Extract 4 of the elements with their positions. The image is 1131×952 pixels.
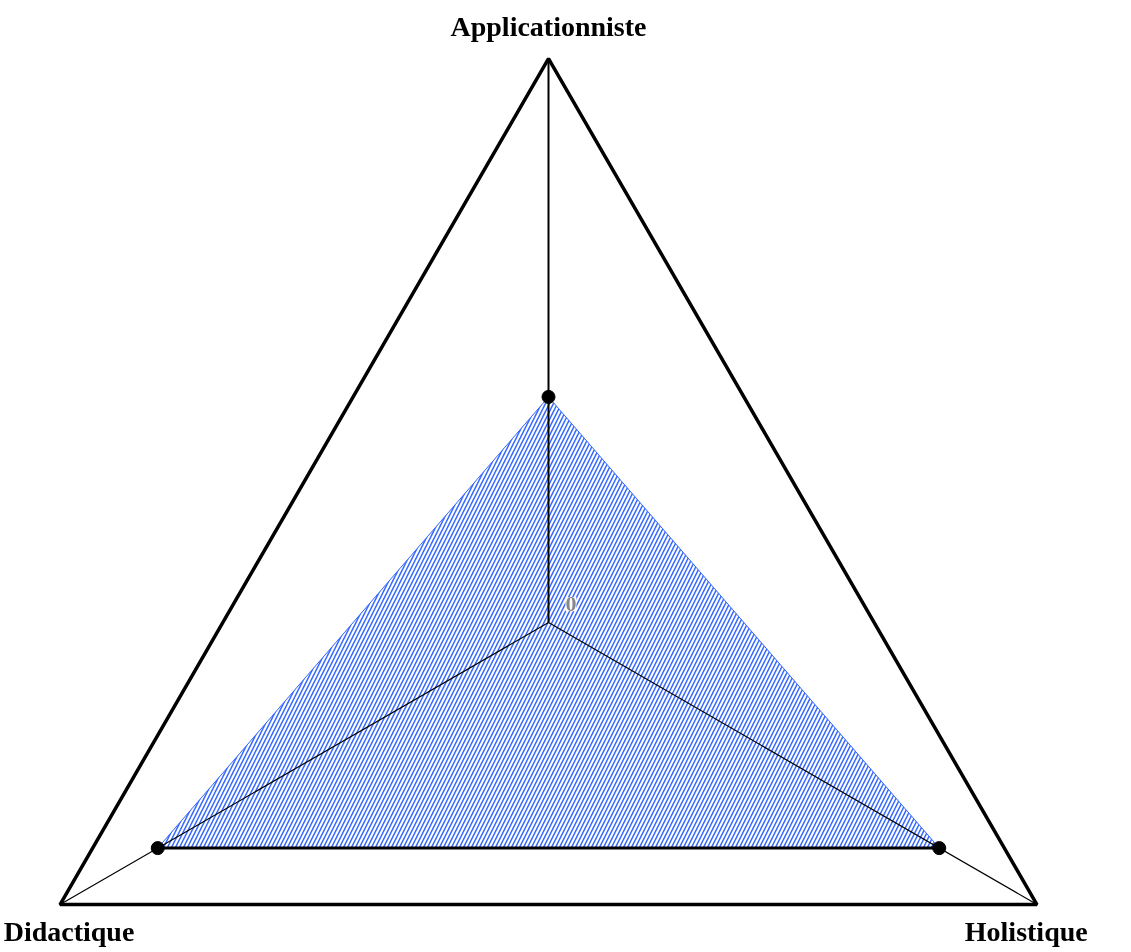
spoke-label: Holistique xyxy=(964,915,1088,947)
spoke-label: Applicationniste xyxy=(450,10,647,42)
text: 0 xyxy=(565,591,577,617)
spoke-label: Didactique xyxy=(3,915,135,947)
